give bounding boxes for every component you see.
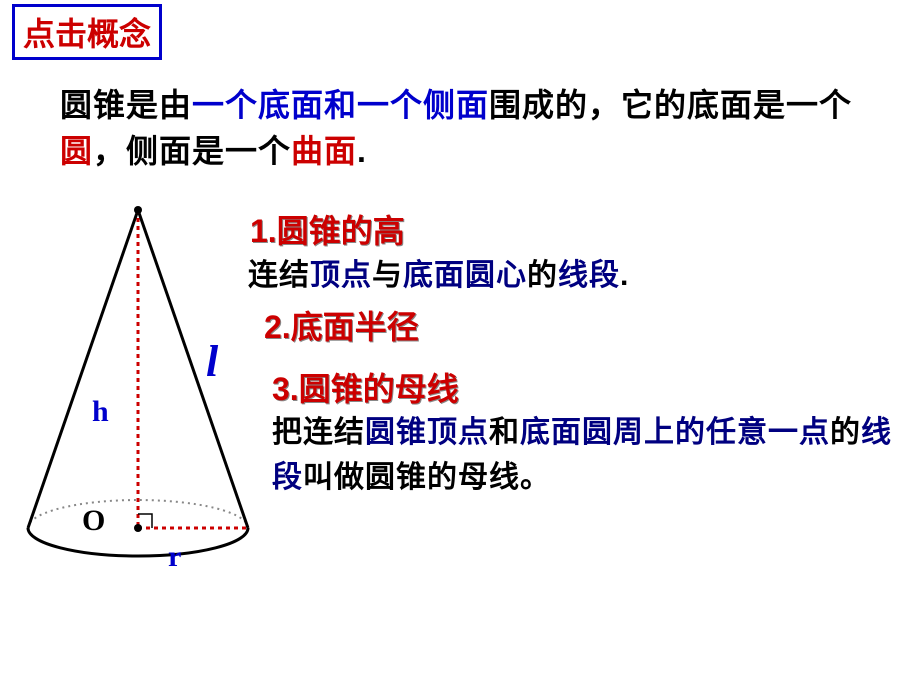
- s1a: 连结: [248, 259, 310, 292]
- s3a: 把连结: [272, 416, 365, 449]
- section-3-body: 把连结圆锥顶点和底面圆周上的任意一点的线段叫做圆锥的母线。: [272, 410, 900, 500]
- intro-t1: 圆锥是由: [60, 87, 192, 123]
- intro-t6: 曲面: [291, 133, 357, 169]
- intro-t4: 圆: [60, 133, 93, 169]
- s3g: 叫做圆锥的母线。: [303, 461, 551, 494]
- label-h: h: [92, 395, 109, 429]
- s1b: 顶点: [310, 259, 372, 292]
- section-1-title: 1.圆锥的高: [250, 206, 405, 252]
- section-2-title: 2.底面半径: [264, 302, 419, 348]
- s1e: 的: [527, 259, 558, 292]
- intro-t2: 一个底面和一个侧面: [192, 87, 489, 123]
- intro-paragraph: 圆锥是由一个底面和一个侧面围成的，它的底面是一个圆，侧面是一个曲面.: [60, 82, 890, 175]
- section-3-title: 3.圆锥的母线: [272, 364, 459, 410]
- cone-diagram: [8, 198, 268, 598]
- label-O: O: [82, 504, 105, 538]
- section-1-body: 连结顶点与底面圆心的线段.: [248, 250, 629, 294]
- s3e: 的: [830, 416, 861, 449]
- intro-t7: .: [357, 133, 367, 169]
- s1c: 与: [372, 259, 403, 292]
- s3b: 圆锥顶点: [365, 416, 489, 449]
- label-l: l: [206, 336, 218, 387]
- title-text: 点击概念: [23, 16, 151, 52]
- label-r: r: [168, 540, 181, 574]
- intro-t5: ，侧面是一个: [93, 133, 291, 169]
- s1f: 线段: [558, 259, 620, 292]
- s3d: 底面圆周上的任意一点: [520, 416, 830, 449]
- s1g: .: [620, 259, 629, 292]
- title-box: 点击概念: [12, 4, 162, 60]
- intro-t3: 围成的，它的底面是一个: [489, 87, 852, 123]
- s3c: 和: [489, 416, 520, 449]
- s1d: 底面圆心: [403, 259, 527, 292]
